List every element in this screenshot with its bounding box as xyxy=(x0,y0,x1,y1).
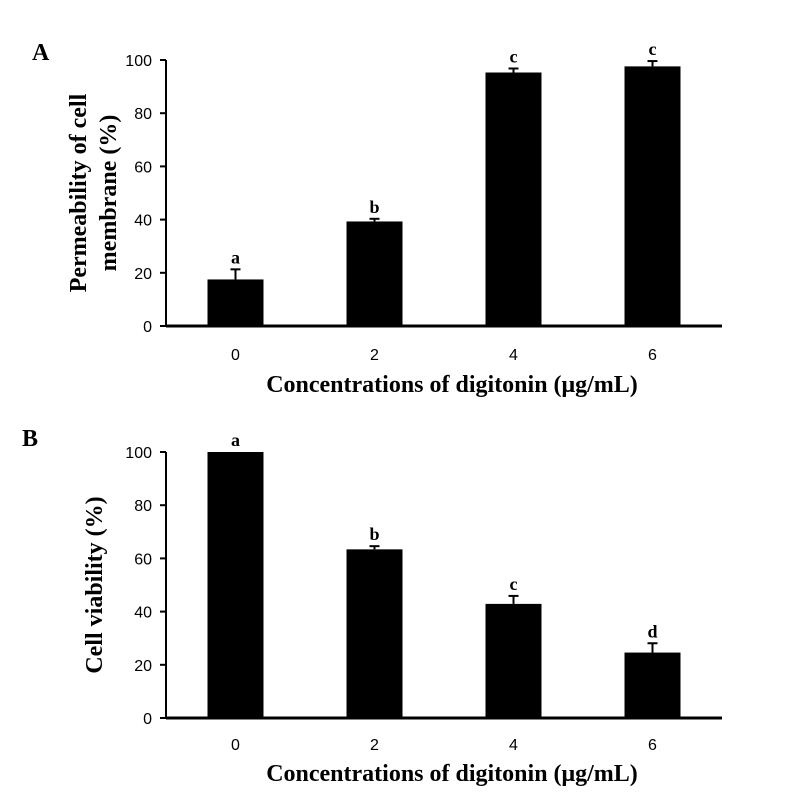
y-axis-title: Cell viability (%) xyxy=(82,496,108,673)
significance-label: d xyxy=(647,621,657,641)
y-tick-label: 40 xyxy=(134,213,152,230)
bar xyxy=(346,549,403,718)
bar xyxy=(485,603,542,718)
bar xyxy=(624,66,681,326)
x-tick-label: 2 xyxy=(370,737,379,754)
y-tick-label: 60 xyxy=(134,551,152,568)
y-tick-label: 20 xyxy=(134,658,152,675)
bar xyxy=(207,279,264,326)
x-axis-title: Concentrations of digitonin (μg/mL) xyxy=(266,372,638,398)
significance-label: c xyxy=(649,39,657,59)
significance-label: a xyxy=(231,430,240,450)
significance-label: b xyxy=(369,197,379,217)
y-axis-title-line: membrane (%) xyxy=(96,115,122,272)
x-tick-label: 0 xyxy=(231,347,240,364)
panel-label: B xyxy=(22,426,38,452)
y-tick-label: 80 xyxy=(134,106,152,123)
bar xyxy=(485,72,542,326)
y-axis-title-line: Cell viability (%) xyxy=(82,496,108,673)
y-tick-label: 0 xyxy=(143,711,152,728)
bar xyxy=(207,452,264,718)
x-tick-label: 6 xyxy=(648,737,657,754)
y-tick-label: 0 xyxy=(143,319,152,336)
y-tick-label: 20 xyxy=(134,266,152,283)
x-tick-label: 4 xyxy=(509,737,518,754)
y-tick-label: 100 xyxy=(125,445,152,462)
y-tick-label: 40 xyxy=(134,605,152,622)
y-tick-label: 100 xyxy=(125,53,152,70)
significance-label: a xyxy=(231,247,240,267)
bar xyxy=(346,221,403,326)
bar xyxy=(624,652,681,718)
significance-label: c xyxy=(510,574,518,594)
panel-label: A xyxy=(32,40,50,66)
y-tick-label: 60 xyxy=(134,159,152,176)
chart-panel-b: B 0 20 40 60 80 100 a 0 b 2 c 4 d 6 Concentrations of d… xyxy=(22,426,722,787)
y-tick-label: 80 xyxy=(134,498,152,515)
x-axis-title: Concentrations of digitonin (μg/mL) xyxy=(266,761,638,787)
significance-label: c xyxy=(510,47,518,67)
y-axis-title-line: Permeability of cell xyxy=(66,93,92,292)
x-tick-label: 2 xyxy=(370,347,379,364)
significance-label: b xyxy=(369,524,379,544)
x-tick-label: 4 xyxy=(509,347,518,364)
x-tick-label: 6 xyxy=(648,347,657,364)
chart-panel-a: A 0 20 40 60 80 100 a 0 b 2 c 4 c 6 Concentrations of d… xyxy=(32,39,722,398)
x-tick-label: 0 xyxy=(231,737,240,754)
y-axis-title: Permeability of cell membrane (%) xyxy=(66,93,122,292)
